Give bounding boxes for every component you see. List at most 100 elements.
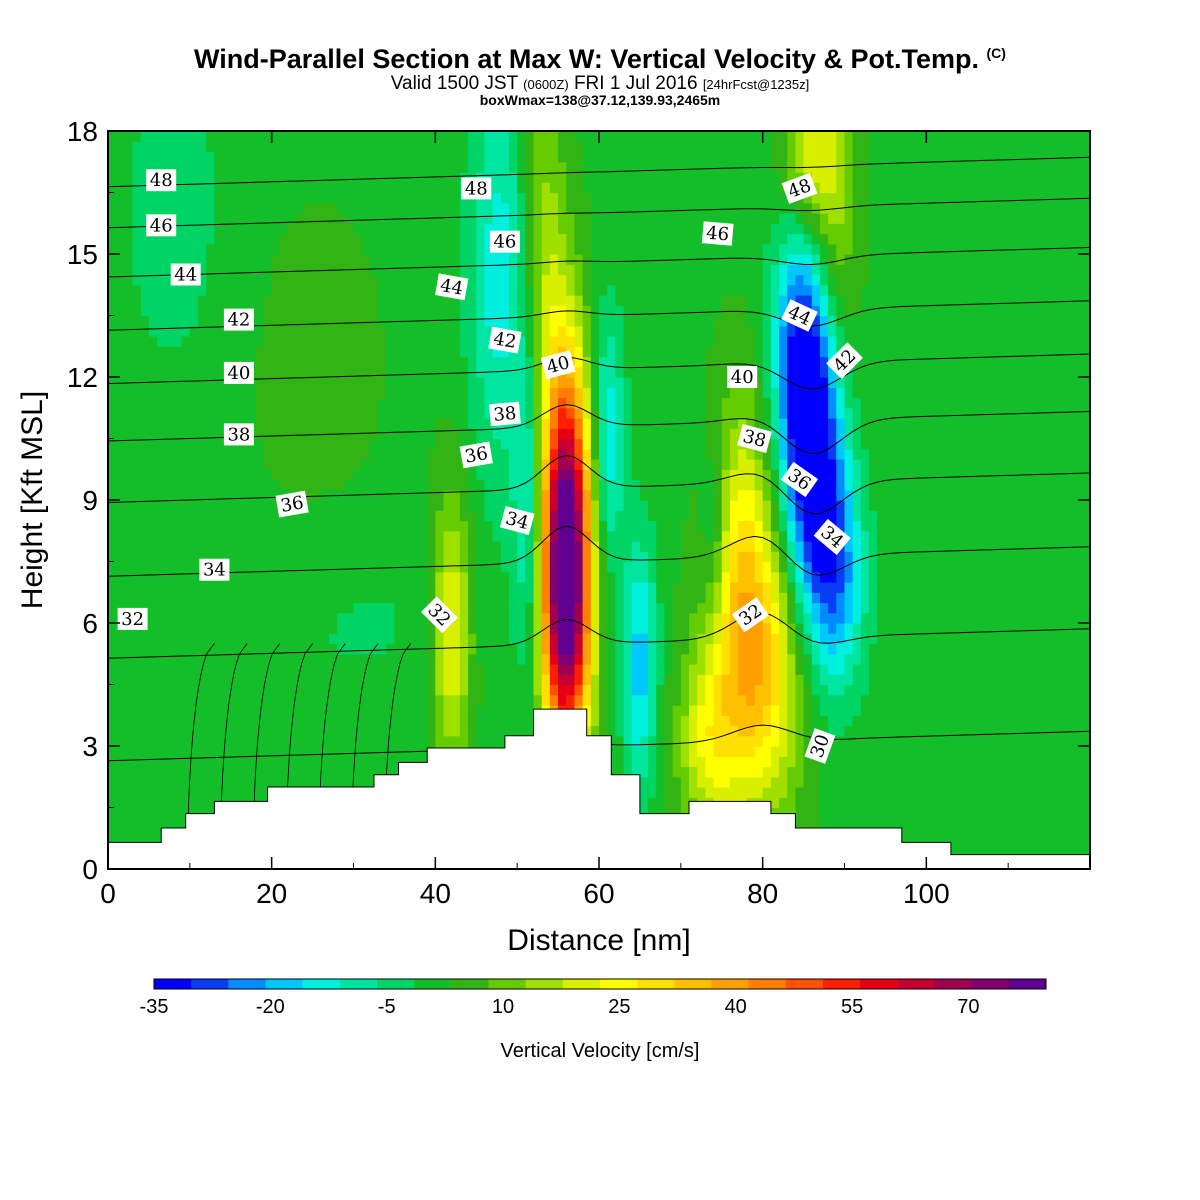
- velocity-cell: [353, 551, 363, 563]
- velocity-cell: [108, 510, 117, 522]
- velocity-cell: [214, 366, 224, 378]
- velocity-cell: [189, 254, 199, 265]
- velocity-cell: [656, 172, 666, 183]
- velocity-cell: [582, 418, 592, 429]
- velocity-cell: [345, 674, 355, 686]
- velocity-cell: [247, 551, 256, 563]
- velocity-cell: [492, 510, 502, 522]
- velocity-cell: [386, 131, 396, 142]
- velocity-cell: [238, 407, 248, 419]
- velocity-cell: [459, 223, 469, 235]
- velocity-cell: [189, 756, 199, 768]
- velocity-cell: [476, 407, 486, 419]
- velocity-cell: [312, 541, 322, 552]
- velocity-cell: [443, 664, 453, 675]
- velocity-cell: [165, 674, 175, 686]
- velocity-cell: [378, 469, 387, 481]
- velocity-cell: [582, 530, 592, 542]
- velocity-cell: [255, 418, 265, 429]
- velocity-cell: [517, 725, 526, 737]
- velocity-cell: [124, 479, 134, 491]
- velocity-cell: [427, 131, 436, 142]
- velocity-cell: [378, 684, 387, 696]
- velocity-cell: [157, 438, 166, 450]
- velocity-cell: [599, 674, 608, 686]
- velocity-cell: [279, 254, 289, 265]
- velocity-cell: [615, 694, 625, 706]
- velocity-cell: [484, 653, 494, 665]
- velocity-cell: [320, 418, 330, 429]
- velocity-cell: [484, 510, 494, 522]
- velocity-cell: [361, 705, 371, 716]
- velocity-cell: [304, 172, 314, 183]
- velocity-cell: [664, 787, 674, 798]
- velocity-cell: [599, 315, 608, 327]
- velocity-cell: [140, 366, 150, 378]
- velocity-cell: [173, 418, 183, 429]
- velocity-cell: [500, 705, 510, 716]
- velocity-cell: [328, 192, 338, 204]
- velocity-cell: [140, 674, 150, 686]
- velocity-cell: [656, 735, 666, 747]
- velocity-cell: [214, 787, 224, 798]
- velocity-cell: [230, 325, 240, 337]
- velocity-cell: [263, 325, 273, 337]
- velocity-cell: [378, 325, 387, 337]
- velocity-cell: [378, 561, 387, 573]
- velocity-cell: [443, 500, 453, 511]
- velocity-cell: [361, 377, 371, 388]
- velocity-cell: [312, 243, 322, 255]
- velocity-cell: [165, 243, 175, 255]
- velocity-cell: [108, 653, 117, 665]
- velocity-cell: [148, 274, 158, 286]
- velocity-cell: [320, 161, 330, 173]
- velocity-cell: [222, 407, 232, 419]
- velocity-cell: [279, 366, 289, 378]
- velocity-cell: [476, 428, 486, 440]
- velocity-cell: [116, 131, 125, 142]
- velocity-cell: [206, 192, 215, 204]
- velocity-cell: [558, 571, 567, 583]
- velocity-cell: [500, 377, 510, 388]
- velocity-cell: [468, 305, 477, 317]
- velocity-cell: [320, 325, 330, 337]
- velocity-cell: [230, 131, 240, 142]
- velocity-cell: [664, 756, 674, 768]
- velocity-cell: [607, 356, 616, 368]
- velocity-cell: [271, 336, 281, 347]
- velocity-cell: [566, 500, 576, 511]
- velocity-cell: [549, 623, 559, 634]
- velocity-cell: [451, 664, 461, 675]
- velocity-cell: [328, 418, 338, 429]
- velocity-cell: [353, 602, 363, 614]
- velocity-cell: [533, 274, 543, 286]
- velocity-cell: [402, 202, 412, 214]
- velocity-cell: [181, 776, 191, 788]
- velocity-cell: [255, 254, 265, 265]
- velocity-cell: [664, 766, 674, 778]
- velocity-cell: [108, 254, 117, 265]
- velocity-cell: [181, 377, 191, 388]
- velocity-cell: [435, 346, 445, 358]
- velocity-cell: [255, 438, 265, 450]
- velocity-cell: [566, 141, 576, 153]
- velocity-cell: [263, 592, 273, 604]
- velocity-cell: [255, 336, 265, 347]
- velocity-cell: [402, 438, 412, 450]
- velocity-cell: [263, 653, 273, 665]
- velocity-cell: [189, 356, 199, 368]
- velocity-cell: [230, 192, 240, 204]
- velocity-cell: [574, 623, 584, 634]
- velocity-cell: [230, 479, 240, 491]
- velocity-cell: [206, 336, 215, 347]
- velocity-cell: [312, 715, 322, 727]
- velocity-cell: [296, 776, 305, 788]
- velocity-cell: [574, 653, 584, 665]
- valid-date: FRI 1 Jul 2016: [573, 73, 698, 94]
- velocity-cell: [369, 684, 379, 696]
- velocity-cell: [263, 305, 273, 317]
- velocity-cell: [386, 438, 396, 450]
- velocity-cell: [459, 705, 469, 716]
- velocity-cell: [157, 489, 166, 501]
- velocity-cell: [476, 274, 486, 286]
